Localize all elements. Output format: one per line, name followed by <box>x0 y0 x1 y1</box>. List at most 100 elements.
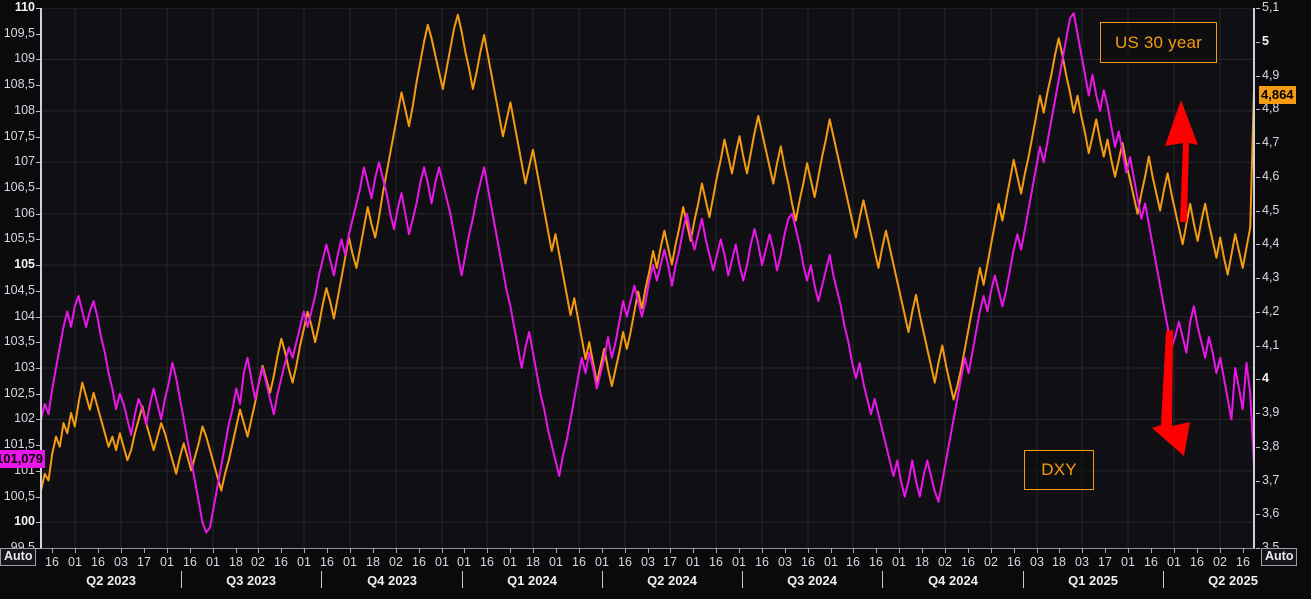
right-axis-tick-4-2: 4,2 <box>1262 303 1280 318</box>
x-axis-day-label: 16 <box>45 555 59 569</box>
right-axis-tick-mark <box>1256 446 1260 448</box>
x-axis-tick-mark <box>899 548 900 553</box>
x-axis-tick-mark <box>1037 548 1038 553</box>
x-axis-day-label: 18 <box>229 555 243 569</box>
right-axis-tick-4-6: 4,6 <box>1262 168 1280 183</box>
left-axis-tick-mark <box>36 33 40 35</box>
x-axis-quarter-separator <box>321 571 322 588</box>
x-axis-tick-mark <box>373 548 374 553</box>
chart-series-layer <box>41 12 1254 534</box>
x-axis-day-label: 17 <box>137 555 151 569</box>
x-axis-quarter-label-q2-2023: Q2 2023 <box>86 573 136 588</box>
x-axis-tick-mark <box>98 548 99 553</box>
right-axis-tick-4-5: 4,5 <box>1262 202 1280 217</box>
right-axis-tick-mark <box>1256 548 1260 549</box>
left-axis-tick-106: 106 <box>14 205 35 220</box>
x-axis-day-label: 03 <box>778 555 792 569</box>
x-axis-tick-mark <box>831 548 832 553</box>
left-axis-tick-109: 109 <box>14 51 35 66</box>
x-axis-day-label: 01 <box>435 555 449 569</box>
left-axis-tick-103-5: 103,5 <box>3 334 35 349</box>
x-axis-tick-mark <box>52 548 53 553</box>
x-axis-tick-mark <box>1059 548 1060 553</box>
x-axis-tick-mark <box>1105 548 1106 553</box>
x-axis-quarter-separator <box>1023 571 1024 588</box>
x-axis-day-label: 01 <box>503 555 517 569</box>
x-axis-tick-mark <box>144 548 145 553</box>
left-axis-tick-mark <box>36 188 40 189</box>
right-axis-line <box>1253 8 1255 549</box>
x-axis-tick-mark <box>648 548 649 553</box>
x-axis-tick-mark <box>281 548 282 553</box>
right-axis-tick-mark <box>1256 244 1260 246</box>
x-axis[interactable]: 16 01 16 03 17 01 16 01 18 02 16 01 16 01 18 02 16 01 01 16… <box>0 548 1311 599</box>
left-axis-tick-106-5: 106,5 <box>3 180 35 194</box>
left-axis-tick-mark <box>36 136 40 138</box>
x-axis-day-label: 16 <box>1236 555 1250 569</box>
x-axis-day-label: 02 <box>984 555 998 569</box>
right-axis-tick-4-3: 4,3 <box>1262 270 1280 284</box>
x-axis-quarter-label-q1-2024: Q1 2024 <box>507 573 557 588</box>
x-axis-tick-mark <box>1197 548 1198 553</box>
bottom-axis-line <box>41 548 1254 549</box>
x-axis-quarter-label-q2-2025: Q2 2025 <box>1208 573 1258 588</box>
right-axis-tick-mark <box>1256 176 1260 178</box>
right-axis-tick-mark <box>1256 210 1260 212</box>
left-axis-tick-mark <box>36 85 40 87</box>
chart-plot-area[interactable] <box>41 8 1254 548</box>
x-axis-day-label: 18 <box>366 555 380 569</box>
x-axis-day-label: 16 <box>274 555 288 569</box>
x-axis-day-label: 18 <box>526 555 540 569</box>
right-axis-tick-mark <box>1256 514 1260 516</box>
x-axis-tick-mark <box>258 548 259 553</box>
x-axis-tick-mark <box>190 548 191 553</box>
x-axis-tick-mark <box>1082 548 1083 553</box>
left-axis-tick-mark <box>36 290 40 292</box>
right-axis-tick-4: 4 <box>1262 371 1269 386</box>
x-axis-tick-mark <box>121 548 122 553</box>
left-axis-tick-mark <box>36 342 40 344</box>
right-axis-tick-mark <box>1256 413 1260 414</box>
x-axis-day-label: 01 <box>824 555 838 569</box>
right-axis-tick-mark <box>1256 143 1260 144</box>
right-axis-tick-4-1: 4,1 <box>1262 337 1280 352</box>
x-axis-tick-mark <box>808 548 809 553</box>
x-axis-day-label: 16 <box>183 555 197 569</box>
x-axis-day-label: 16 <box>755 555 769 569</box>
x-axis-tick-mark <box>945 548 946 553</box>
x-axis-tick-mark <box>670 548 671 553</box>
x-axis-tick-mark <box>785 548 786 553</box>
right-axis-tick-mark <box>1256 75 1260 77</box>
x-axis-day-label: 01 <box>160 555 174 569</box>
right-axis-tick-mark <box>1256 379 1260 381</box>
x-axis-tick-mark <box>1243 548 1244 553</box>
left-axis-tick-mark <box>36 265 40 267</box>
x-axis-quarter-label-q2-2024: Q2 2024 <box>647 573 697 588</box>
x-axis-day-label: 01 <box>1167 555 1181 569</box>
x-axis-day-label: 01 <box>457 555 471 569</box>
x-axis-day-label: 03 <box>1075 555 1089 569</box>
left-axis-tick-100-5: 100,5 <box>3 488 35 503</box>
x-axis-tick-mark <box>213 548 214 553</box>
x-axis-tick-mark <box>556 548 557 553</box>
series-line-dxy <box>41 12 1254 534</box>
left-axis-auto-button[interactable]: Auto <box>0 548 37 566</box>
left-axis-tick-107: 107 <box>14 154 35 169</box>
right-axis-tick-mark <box>1256 109 1260 111</box>
x-axis-day-label: 16 <box>412 555 426 569</box>
left-axis-tick-104: 104 <box>14 308 35 323</box>
x-axis-tick-mark <box>625 548 626 553</box>
x-axis-tick-mark <box>716 548 717 553</box>
left-axis-tick-105-5: 105,5 <box>3 231 35 246</box>
x-axis-tick-mark <box>922 548 923 553</box>
dxy-series-callout[interactable]: DXY <box>1024 450 1094 490</box>
right-axis-tick-4-7: 4,7 <box>1262 135 1280 149</box>
x-axis-day-label: 03 <box>641 555 655 569</box>
right-axis-tick-3-6: 3,6 <box>1262 506 1280 521</box>
right-axis-auto-button[interactable]: Auto <box>1261 548 1298 566</box>
right-axis-tick-3-9: 3,9 <box>1262 405 1280 419</box>
x-axis-quarter-label-q4-2023: Q4 2023 <box>367 573 417 588</box>
x-axis-day-label: 02 <box>1213 555 1227 569</box>
ust30-series-callout[interactable]: US 30 year <box>1100 22 1217 63</box>
